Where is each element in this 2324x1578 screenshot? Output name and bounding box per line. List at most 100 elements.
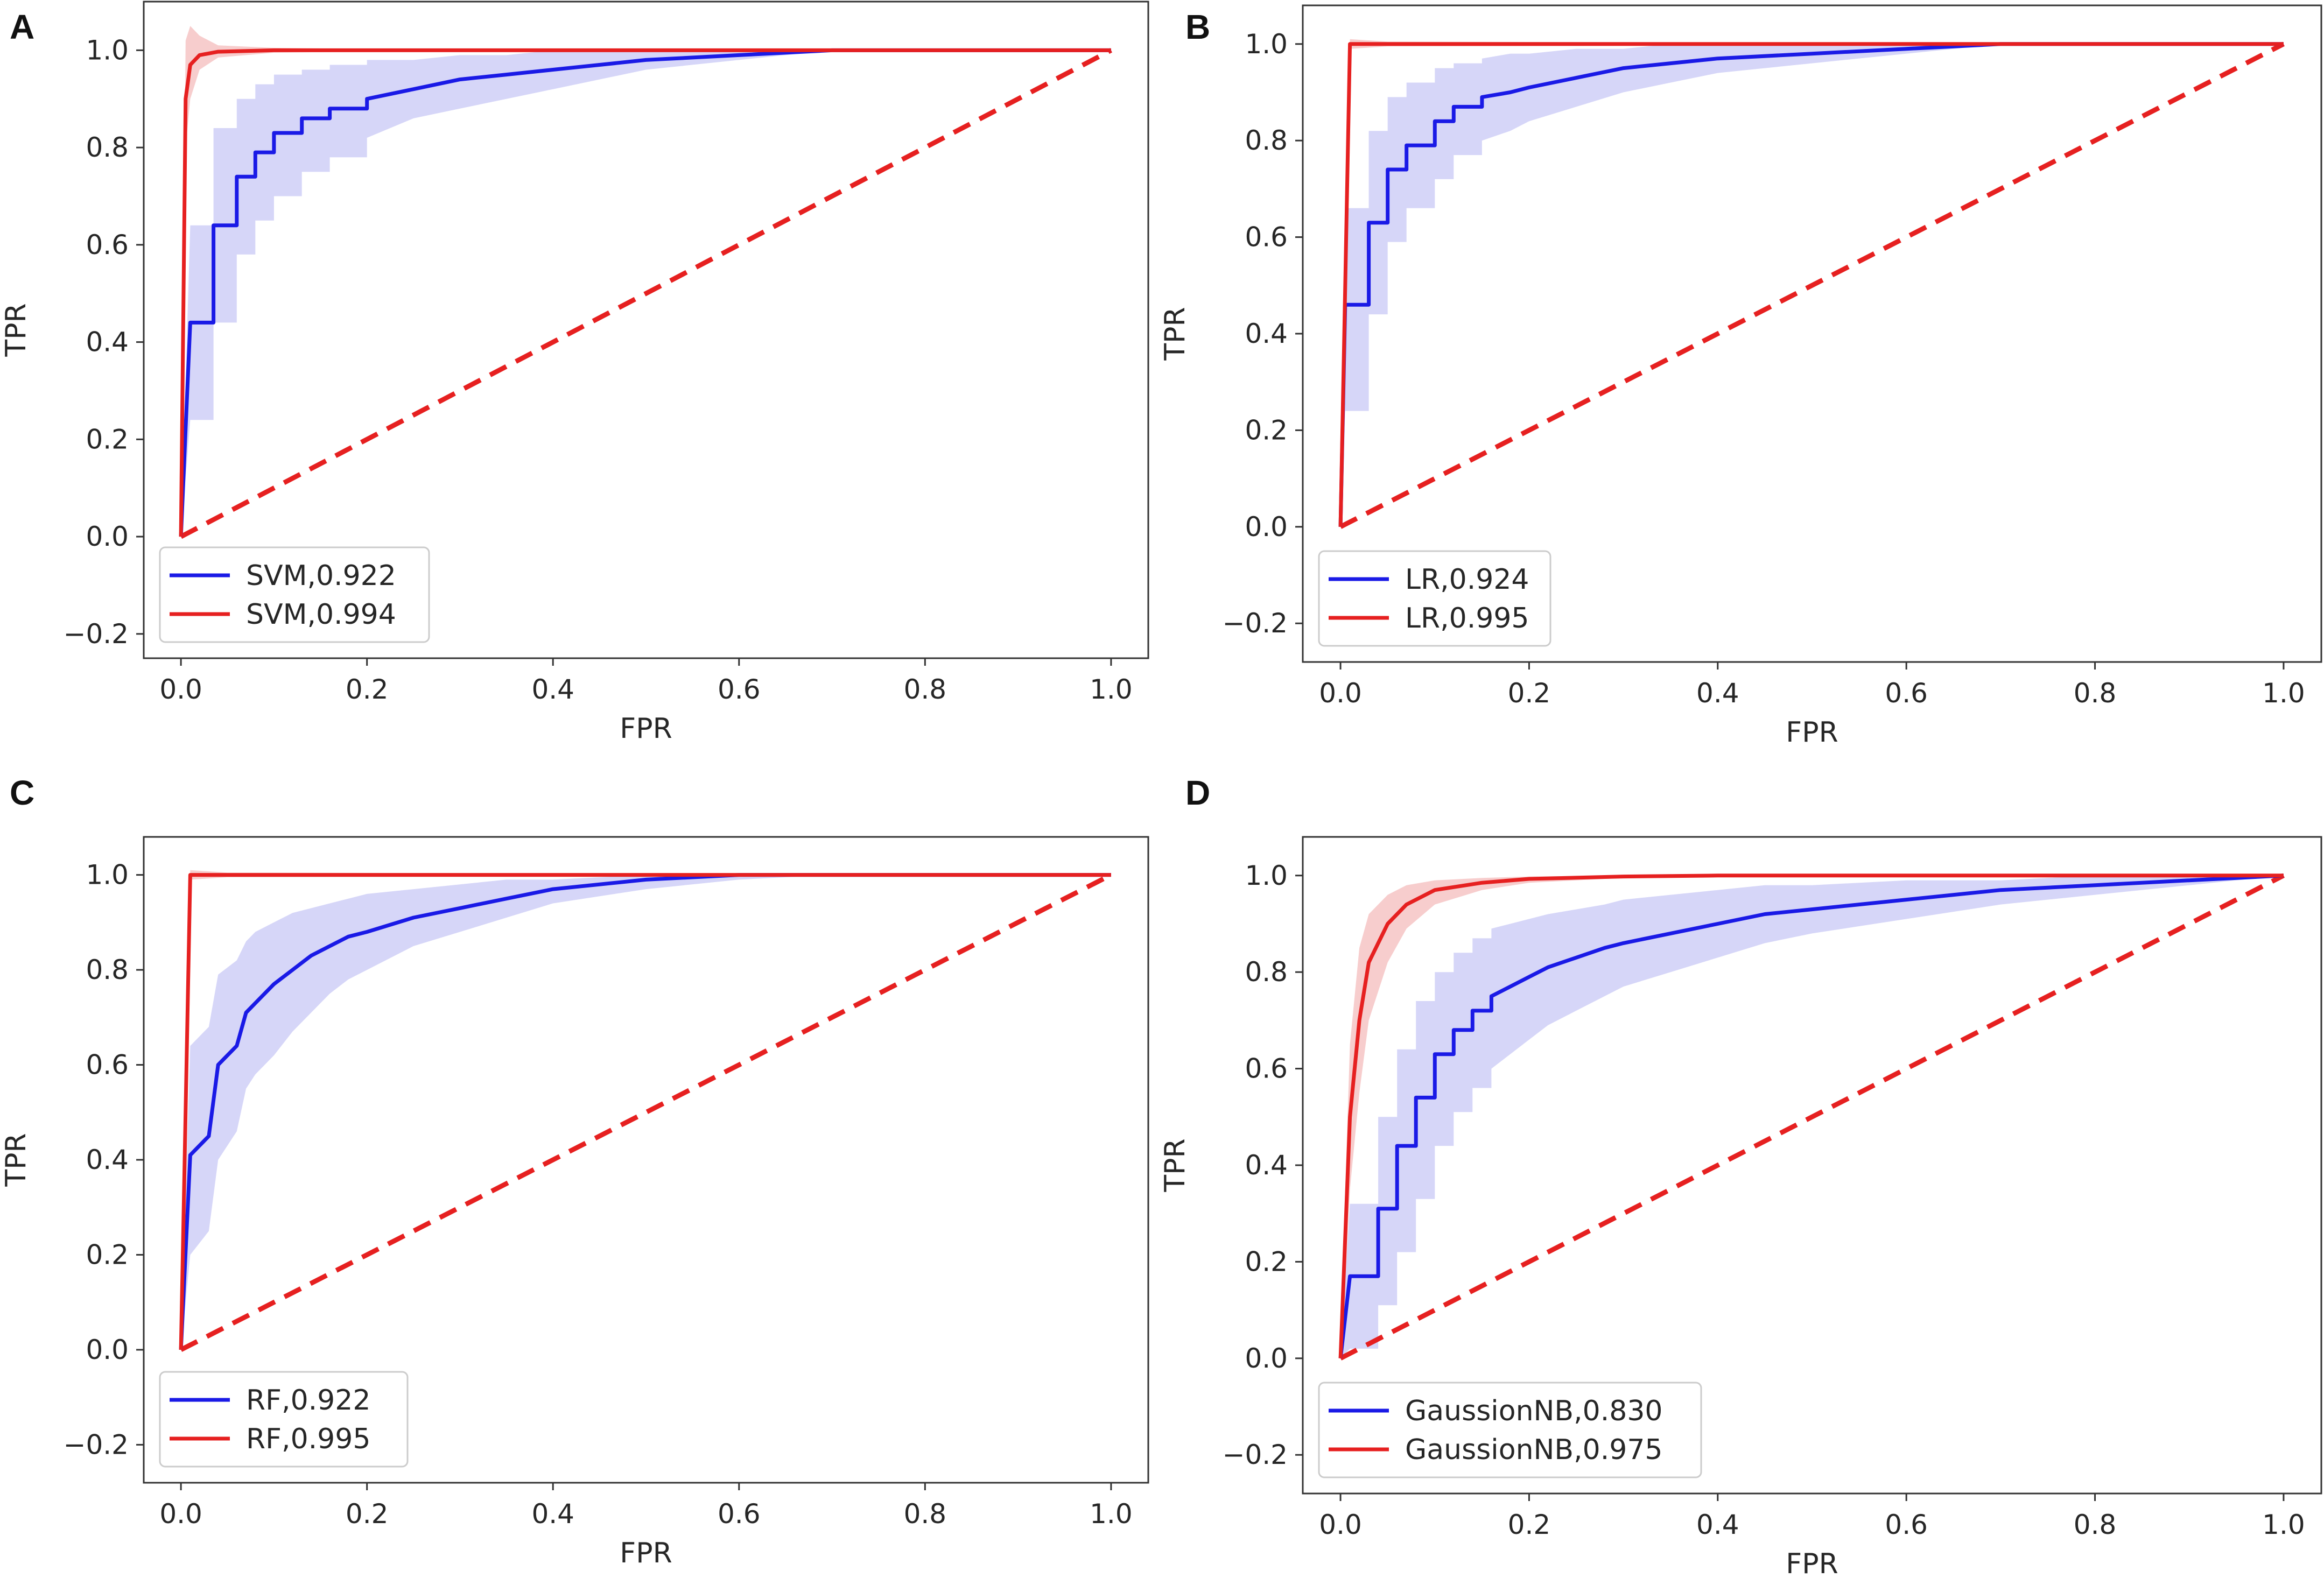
x-tick-label: 1.0 [2262,678,2305,709]
legend: SVM,0.922 SVM,0.994 [159,546,430,643]
y-tick-label: 1.0 [1245,29,1288,60]
legend: RF,0.922 RF,0.995 [159,1371,409,1468]
x-tick-label: 1.0 [1090,674,1133,705]
legend-label: GaussionNB,0.975 [1405,1434,1663,1466]
y-tick-label: 0.6 [1245,222,1288,253]
chance-line [1339,41,2285,529]
y-tick-label: 0.2 [1245,1246,1288,1277]
x-tick-label: 1.0 [1090,1498,1133,1530]
x-tick-label: 0.2 [1508,1509,1551,1540]
x-tick-label: 0.4 [1696,678,1739,709]
x-tick-label: 0.6 [1885,1509,1928,1540]
y-tick-label: 0.0 [1245,1343,1288,1374]
x-tick-label: 0.8 [2074,678,2117,709]
x-tick-label: 0.2 [346,674,389,705]
roc-line-red [179,873,1111,1350]
y-tick-label: 0.6 [86,229,129,260]
plot-area [1338,873,2285,1361]
legend-box [159,1371,409,1468]
roc-line-red [179,48,1111,537]
y-axis-label: TPR [0,303,32,357]
x-axis-label: FPR [620,713,672,745]
legend-label: GaussionNB,0.830 [1405,1395,1663,1427]
y-tick-label: −0.2 [1223,608,1288,639]
x-tick-label: 0.2 [346,1498,389,1530]
y-tick-label: 0.4 [1245,318,1288,349]
y-axis-label: TPR [0,1133,32,1187]
y-tick-label: 0.6 [86,1049,129,1081]
legend: LR,0.924 LR,0.995 [1318,550,1551,647]
panel-d: D 0.0 0.2 0.4 0.6 0.8 1.0 −0.2 0.0 0.2 0.4 0.6 0.8 1.… [1159,773,2322,1578]
legend-box [1318,550,1551,647]
y-tick-label: 0.4 [86,1144,129,1175]
x-tick-label: 0.6 [718,674,761,705]
roc-line-red [1338,873,2284,1358]
y-axis-label: TPR [1159,307,1191,361]
y-tick-label: 1.0 [86,860,129,891]
panel-a: A 0.0 0.2 0.4 0.6 0.8 1.0 −0.2 0.0 0.2 0.4 0.6 0.8 1.… [0,1,1149,745]
legend-label: SVM,0.922 [246,560,396,592]
x-tick-label: 0.8 [904,674,947,705]
legend-label: RF,0.922 [246,1384,370,1417]
confidence-band-blue [181,875,1111,1350]
confidence-band-blue [1340,875,2284,1358]
y-tick-label: 0.2 [86,1239,129,1270]
y-tick-label: 0.4 [1245,1150,1288,1181]
y-tick-label: −0.2 [64,1429,129,1460]
panel-letter: A [10,8,34,46]
y-tick-label: 0.2 [1245,414,1288,446]
chance-line [180,48,1112,539]
x-tick-label: 0.8 [2074,1509,2117,1540]
x-axis-label: FPR [620,1537,672,1569]
roc-line-blue [179,48,1111,537]
y-tick-label: 0.6 [1245,1053,1288,1084]
legend-box [159,546,430,643]
panel-letter: C [10,773,34,812]
x-tick-label: 0.0 [159,1498,202,1530]
roc-line-red [1338,42,2284,527]
y-tick-label: 0.8 [1245,125,1288,156]
x-tick-label: 0.0 [159,674,202,705]
panel-letter: D [1185,773,1210,812]
y-axis-label: TPR [1159,1138,1191,1192]
legend-label: LR,0.995 [1405,602,1529,635]
x-tick-label: 0.0 [1319,678,1362,709]
x-axis-label: FPR [1786,716,1838,749]
plot-area [179,26,1112,539]
y-tick-label: 0.4 [86,327,129,358]
x-tick-label: 0.6 [1885,678,1928,709]
roc-line-blue [1338,42,2284,527]
x-tick-label: 0.4 [1696,1509,1739,1540]
chance-line [1339,873,2285,1361]
legend: GaussionNB,0.830 GaussionNB,0.975 [1318,1382,1702,1478]
panel-letter: B [1185,8,1210,46]
y-tick-label: −0.2 [1223,1439,1288,1470]
y-tick-label: 0.0 [1245,511,1288,543]
y-tick-label: 0.8 [86,954,129,985]
y-tick-label: 1.0 [1245,860,1288,891]
plot-area [179,870,1112,1352]
y-tick-label: 0.8 [1245,956,1288,988]
legend-box [1318,1382,1702,1478]
x-tick-label: 0.8 [904,1498,947,1530]
y-tick-label: 0.8 [86,132,129,163]
roc-line-blue [179,873,1111,1350]
roc-line-blue [1338,873,2284,1359]
x-axis-label: FPR [1786,1548,1838,1578]
plot-area [1338,39,2285,529]
legend-label: LR,0.924 [1405,563,1529,596]
y-tick-label: 1.0 [86,34,129,66]
legend-label: RF,0.995 [246,1423,370,1455]
y-tick-label: 0.2 [86,424,129,455]
confidence-band-blue [181,50,1111,537]
y-tick-label: 0.0 [86,1334,129,1365]
y-tick-label: 0.0 [86,521,129,552]
x-tick-label: 0.2 [1508,678,1551,709]
axes-frame [143,1,1149,659]
legend-label: SVM,0.994 [246,598,396,631]
x-tick-label: 0.0 [1319,1509,1362,1540]
x-tick-label: 0.4 [531,674,574,705]
y-tick-label: −0.2 [64,618,129,650]
x-tick-label: 0.6 [718,1498,761,1530]
